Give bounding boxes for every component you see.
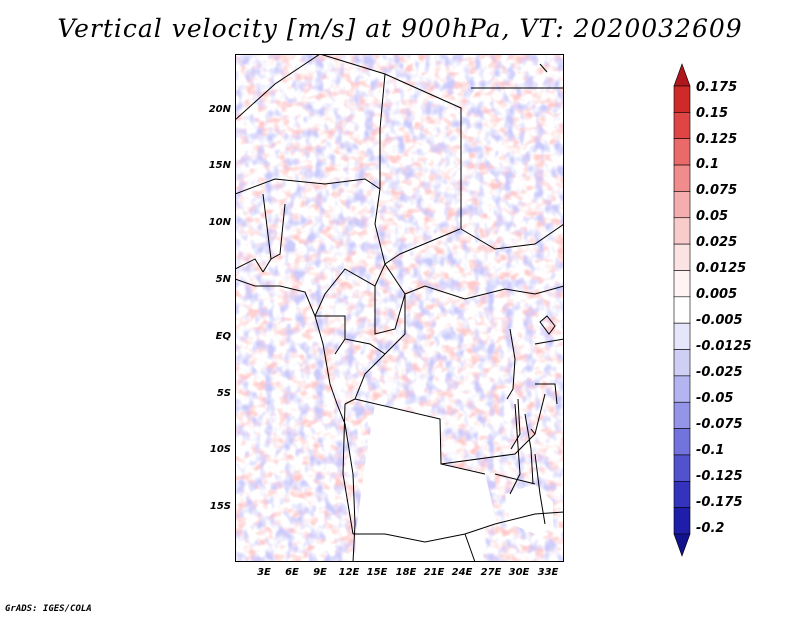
colorbar-label: 0.125 xyxy=(696,132,738,147)
colorbar-segment xyxy=(673,428,691,456)
chart-title: Vertical velocity [m/s] at 900hPa, VT: 2… xyxy=(57,14,743,43)
masked-terrain-lake-region xyxy=(505,484,553,534)
y-tick-label: EQ xyxy=(215,331,231,342)
colorbar xyxy=(673,63,691,557)
coastline xyxy=(235,278,356,562)
x-tick-label: 6E xyxy=(285,567,299,578)
x-tick-label: 12E xyxy=(338,567,360,578)
colorbar-segment xyxy=(673,112,691,140)
colorbar-label: -0.0125 xyxy=(696,339,752,354)
y-tick-label: 10N xyxy=(208,217,231,228)
colorbar-segment xyxy=(673,375,691,403)
map-plot-area xyxy=(235,54,564,562)
colorbar-segment xyxy=(673,480,691,508)
x-tick-label: 21E xyxy=(423,567,445,578)
colorbar-segment xyxy=(673,85,691,113)
colorbar-label: -0.05 xyxy=(696,391,734,406)
colorbar-segment xyxy=(673,164,691,192)
x-tick-label: 24E xyxy=(451,567,473,578)
x-tick-label: 18E xyxy=(395,567,417,578)
colorbar-label: 0.1 xyxy=(696,157,720,172)
colorbar-segment xyxy=(673,322,691,350)
x-tick-label: 15E xyxy=(366,567,388,578)
grads-credit: GrADS: IGES/COLA xyxy=(5,604,92,614)
colorbar-segment xyxy=(673,270,691,298)
colorbar-label: -0.2 xyxy=(696,521,725,536)
colorbar-arrow-bottom xyxy=(673,533,691,557)
colorbar-label: -0.025 xyxy=(696,365,743,380)
lakes xyxy=(506,63,556,525)
colorbar-segment xyxy=(673,296,691,324)
colorbar-segment xyxy=(673,191,691,219)
colorbar-label: 0.05 xyxy=(696,209,729,224)
x-tick-label: 3E xyxy=(257,567,271,578)
colorbar-label: 0.005 xyxy=(696,287,738,302)
y-tick-label: 20N xyxy=(208,104,231,115)
colorbar-label: -0.1 xyxy=(696,443,725,458)
colorbar-segment xyxy=(673,243,691,271)
colorbar-segment xyxy=(673,401,691,429)
colorbar-segment xyxy=(673,138,691,166)
colorbar-label: -0.125 xyxy=(696,469,743,484)
y-tick-label: 15S xyxy=(209,501,231,512)
colorbar-label: 0.025 xyxy=(696,235,738,250)
colorbar-label: -0.005 xyxy=(696,313,743,328)
colorbar-label: 0.15 xyxy=(696,106,729,121)
colorbar-label: 0.0125 xyxy=(696,261,747,276)
x-tick-label: 33E xyxy=(537,567,559,578)
x-tick-label: 9E xyxy=(313,567,327,578)
y-tick-label: 15N xyxy=(208,160,231,171)
colorbar-arrow-top xyxy=(673,63,691,87)
masked-terrain-southern-africa xyxy=(355,404,497,562)
country-borders xyxy=(235,54,564,562)
y-tick-label: 10S xyxy=(209,444,231,455)
colorbar-segment xyxy=(673,507,691,535)
y-tick-label: 5S xyxy=(216,388,231,399)
x-tick-label: 30E xyxy=(508,567,530,578)
colorbar-label: 0.075 xyxy=(696,183,738,198)
colorbar-label: 0.175 xyxy=(696,80,738,95)
colorbar-segment xyxy=(673,454,691,482)
colorbar-label: -0.075 xyxy=(696,417,743,432)
colorbar-segment xyxy=(673,349,691,377)
colorbar-segment xyxy=(673,217,691,245)
colorbar-label: -0.175 xyxy=(696,495,743,510)
x-tick-label: 27E xyxy=(480,567,502,578)
y-tick-label: 5N xyxy=(215,274,231,285)
